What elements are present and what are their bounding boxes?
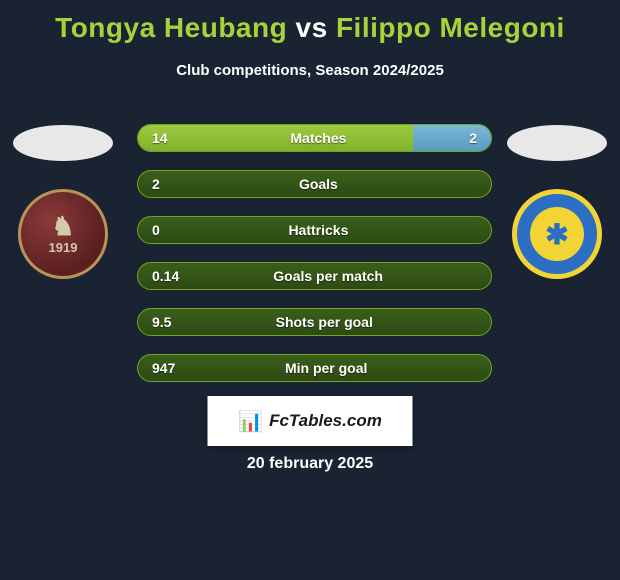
stat-label: Min per goal — [175, 360, 477, 376]
branding-text: FcTables.com — [269, 411, 382, 431]
stat-label: Goals per match — [179, 268, 477, 284]
stat-label: Shots per goal — [171, 314, 477, 330]
branding-badge: 📊 FcTables.com — [208, 396, 413, 446]
stat-value-left: 0 — [152, 222, 160, 238]
crest-flower-icon: ✱ — [530, 207, 584, 261]
player1-avatar-placeholder — [13, 125, 113, 161]
player1-club-crest: ♞ 1919 — [18, 189, 108, 279]
player2-avatar-block: ✱ — [502, 125, 612, 279]
crest-horse-icon: ♞ — [51, 213, 74, 239]
subtitle: Club competitions, Season 2024/2025 — [0, 62, 620, 79]
stat-label: Goals — [160, 176, 477, 192]
comparison-title: Tongya Heubang vs Filippo Melegoni — [0, 0, 620, 44]
branding-chart-icon: 📊 — [238, 409, 263, 434]
stat-bar-row: 14Matches2 — [137, 124, 492, 152]
player1-name: Tongya Heubang — [55, 12, 287, 43]
stat-value-right: 2 — [469, 130, 477, 146]
player2-avatar-placeholder — [507, 125, 607, 161]
stat-label: Hattricks — [160, 222, 477, 238]
stat-value-left: 14 — [152, 130, 168, 146]
player1-avatar-block: ♞ 1919 — [8, 125, 118, 279]
stat-label: Matches — [168, 130, 470, 146]
player2-name: Filippo Melegoni — [336, 12, 565, 43]
player2-club-crest: ✱ — [512, 189, 602, 279]
stat-bar-row: 0.14Goals per match — [137, 262, 492, 290]
snapshot-date: 20 february 2025 — [0, 455, 620, 473]
stat-bar-row: 9.5Shots per goal — [137, 308, 492, 336]
vs-text: vs — [296, 12, 328, 43]
stat-bar-row: 947Min per goal — [137, 354, 492, 382]
stat-value-left: 2 — [152, 176, 160, 192]
stat-value-left: 9.5 — [152, 314, 171, 330]
stat-bar-row: 0Hattricks — [137, 216, 492, 244]
stat-bars: 14Matches22Goals0Hattricks0.14Goals per … — [137, 124, 492, 400]
stat-value-left: 947 — [152, 360, 175, 376]
stat-value-left: 0.14 — [152, 268, 179, 284]
stat-bar-row: 2Goals — [137, 170, 492, 198]
crest-year: 1919 — [49, 240, 78, 255]
